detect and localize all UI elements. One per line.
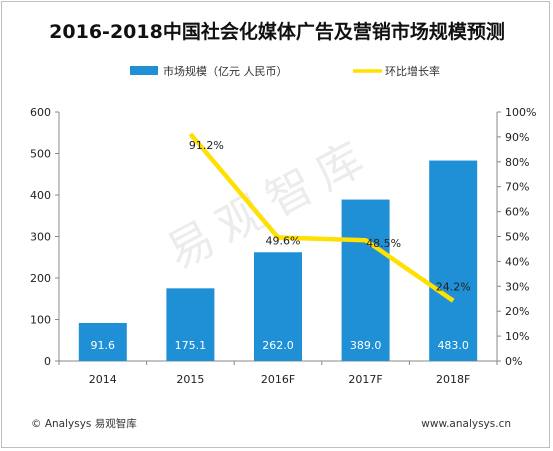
legend-swatch-bar xyxy=(130,66,158,75)
x-tick-label: 2018F xyxy=(436,373,470,386)
growth-line-layer: 91.2% 49.6% 48.5% 24.2% xyxy=(188,132,471,303)
growth-rate-label: 48.5% xyxy=(366,237,401,250)
x-tick-label: 2015 xyxy=(176,373,204,386)
growth-rate-label: 91.2% xyxy=(189,139,224,152)
y-left-tick-label: 600 xyxy=(30,106,51,119)
axes: 0 100 200 300 400 500 600 0% 10% 20% 30% 40% 50% 60% 7… xyxy=(30,106,536,386)
footer-website: www.analysys.cn xyxy=(421,418,511,430)
bar-2018F xyxy=(429,160,478,361)
x-tick-label: 2017F xyxy=(348,373,382,386)
bar-2015 xyxy=(166,288,215,361)
bar-2017F xyxy=(341,199,390,361)
y-left-tick-label: 100 xyxy=(30,314,51,327)
legend-label-line: 环比增长率 xyxy=(385,64,440,78)
y-right-tick-label: 40% xyxy=(505,255,529,268)
y-right-tick-label: 30% xyxy=(505,280,529,293)
x-tick-label: 2014 xyxy=(89,373,117,386)
y-right-tick-label: 90% xyxy=(505,131,529,144)
y-left-tick-label: 0 xyxy=(44,355,51,368)
y-right-tick-label: 0% xyxy=(505,355,522,368)
y-right-tick-label: 80% xyxy=(505,156,529,169)
bar-value-label: 483.0 xyxy=(437,339,469,352)
bar-value-label: 91.6 xyxy=(91,339,116,352)
growth-rate-label: 24.2% xyxy=(436,281,471,294)
bar-2014 xyxy=(78,322,127,361)
y-left-tick-label: 200 xyxy=(30,272,51,285)
y-right-tick-label: 10% xyxy=(505,330,529,343)
bar-2016F xyxy=(254,252,302,361)
bar-value-label: 262.0 xyxy=(262,339,294,352)
y-right-tick-label: 20% xyxy=(505,305,529,318)
legend: 市场规模（亿元 人民币） 环比增长率 xyxy=(130,64,440,78)
growth-rate-line xyxy=(188,132,455,303)
bars: 91.6 175.1 262.0 389.0 483.0 xyxy=(78,160,478,361)
chart-title: 2016-2018中国社会化媒体广告及营销市场规模预测 xyxy=(49,20,505,43)
y-left-tick-label: 500 xyxy=(30,148,51,161)
bar-value-label: 175.1 xyxy=(175,339,207,352)
y-right-tick-label: 60% xyxy=(505,206,529,219)
x-tick-label: 2016F xyxy=(261,373,295,386)
y-right-tick-label: 50% xyxy=(505,231,529,244)
y-right-tick-label: 70% xyxy=(505,181,529,194)
growth-rate-label: 49.6% xyxy=(266,234,301,247)
legend-label-bar: 市场规模（亿元 人民币） xyxy=(163,64,288,78)
footer-copyright: © Analysys 易观智库 xyxy=(31,417,137,430)
y-right-tick-label: 100% xyxy=(505,106,536,119)
bar-value-label: 389.0 xyxy=(350,339,382,352)
y-left-tick-label: 400 xyxy=(30,189,51,202)
y-left-tick-label: 300 xyxy=(30,231,51,244)
